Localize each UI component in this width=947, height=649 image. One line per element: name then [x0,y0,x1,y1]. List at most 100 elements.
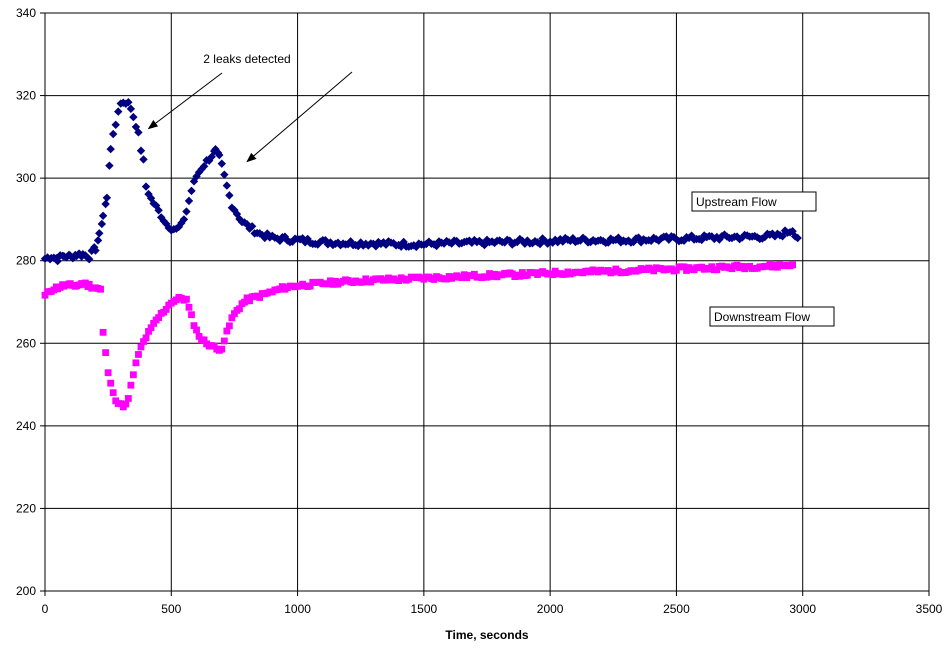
data-point-upstream [179,215,189,224]
data-point-upstream [558,237,567,246]
data-point-downstream [236,305,243,313]
data-point-downstream [124,395,132,402]
data-point-upstream [85,254,94,264]
data-point-downstream [145,327,152,335]
data-point-upstream [467,238,477,247]
data-point-upstream [114,107,123,116]
data-point-downstream [137,343,145,351]
x-tick-label: 1000 [284,602,311,616]
y-tick-label: 340 [16,6,36,20]
data-point-downstream [185,303,193,311]
data-point-upstream [184,196,194,206]
data-point-upstream [550,235,560,245]
data-point-upstream [187,186,196,196]
data-point-upstream [586,237,595,247]
data-point-upstream [523,236,532,245]
data-point-downstream [104,369,112,377]
x-tick-label: 2000 [537,602,564,616]
data-point-upstream [225,191,234,200]
data-point-downstream [549,271,557,279]
data-point-upstream [768,229,777,238]
x-tick-label: 3000 [789,602,816,616]
data-point-downstream [483,273,491,281]
data-point-downstream [147,324,155,332]
data-point-upstream [199,162,209,171]
data-point-downstream [327,277,334,285]
data-point-downstream [109,389,117,397]
data-point-downstream [246,297,253,305]
data-point-downstream [107,379,115,387]
data-point-downstream [516,272,524,280]
data-point-downstream [256,294,264,301]
data-point-upstream [95,229,104,238]
series-upstream-flow [40,98,802,266]
data-point-upstream [102,193,112,202]
data-point-upstream [515,234,525,244]
data-point-upstream [90,243,99,252]
data-point-upstream [134,128,143,137]
y-tick-label: 300 [16,171,36,185]
data-point-upstream [129,112,138,122]
data-point-downstream [183,295,190,303]
annotation-arrow [147,72,223,130]
data-point-downstream [218,345,226,353]
data-point-upstream [275,236,285,245]
data-point-downstream [82,279,89,287]
data-point-downstream [130,371,137,379]
y-tick-label: 320 [16,89,36,103]
data-point-upstream [220,170,229,179]
data-point-upstream [215,150,224,160]
data-point-upstream [508,240,517,249]
data-point-upstream [189,177,199,186]
data-point-upstream [217,159,226,168]
series-label: Downstream Flow [714,310,810,324]
data-point-upstream [528,239,537,248]
data-point-upstream [111,120,120,129]
data-point-downstream [102,349,110,357]
y-tick-label: 240 [16,419,36,433]
data-point-upstream [247,222,257,231]
data-point-upstream [124,98,133,107]
x-tick-label: 3500 [916,602,943,616]
data-point-downstream [190,322,198,329]
data-point-downstream [127,381,135,389]
data-point-downstream [193,326,200,334]
data-point-upstream [108,129,118,139]
data-point-upstream [535,239,545,249]
data-point-downstream [162,306,170,313]
data-point-downstream [132,359,140,367]
data-point-upstream [174,222,184,232]
data-point-downstream [789,261,797,269]
data-point-upstream [732,232,742,241]
data-point-downstream [220,337,228,345]
data-point-upstream [97,219,107,229]
series-labels: Upstream Flow Downstream Flow [691,191,835,327]
data-point-downstream [99,328,107,336]
data-point-upstream [222,181,232,190]
data-point-downstream [122,400,130,408]
data-point-downstream [680,263,688,271]
data-point-upstream [636,238,646,247]
y-tick-label: 260 [16,336,36,350]
data-point-downstream [85,280,93,288]
data-point-upstream [520,239,530,248]
chart-grid [45,13,929,591]
data-point-upstream [616,238,626,247]
data-point-upstream [470,235,479,245]
data-point-downstream [225,322,233,330]
series-label-box [709,306,835,327]
data-point-upstream [106,144,115,154]
x-tick-label: 1500 [411,602,438,616]
data-point-downstream [228,314,236,322]
data-point-upstream [105,161,114,170]
data-point-downstream [135,351,142,358]
data-point-upstream [182,207,191,216]
chart-axes: 200 220 240 260 280 300 320 340 0 500 1000 1500 2000… [16,6,943,616]
data-point-upstream [561,233,570,243]
plot-frame [44,12,930,592]
data-point-downstream [41,291,49,299]
data-point-upstream [101,199,110,209]
data-point-upstream [581,235,590,244]
y-tick-label: 220 [16,501,36,515]
data-point-upstream [98,211,108,220]
